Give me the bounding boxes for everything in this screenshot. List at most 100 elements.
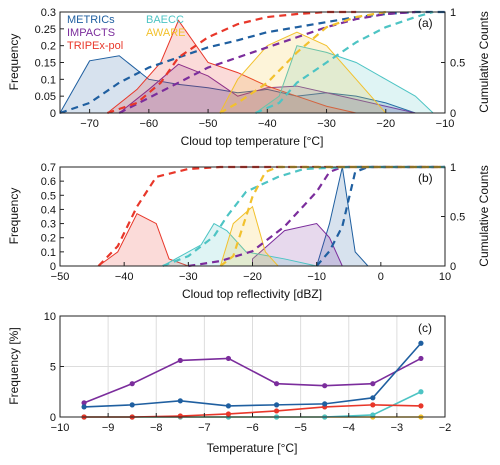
panel-c-point-impacts xyxy=(81,400,87,406)
panel-c-line-impacts xyxy=(83,357,422,404)
panel-c-xtick-label: −9 xyxy=(102,422,115,434)
panel-c-point-metrics xyxy=(225,403,232,409)
panel-a-cumulative-tripex-pol xyxy=(107,10,357,115)
panel-c-ytick-label: 0 xyxy=(50,412,56,424)
panel-c-xtick-label: −7 xyxy=(198,422,211,434)
panel-a-area-tripex-pol xyxy=(105,19,357,114)
panel-c-point-metrics xyxy=(370,395,376,401)
panel-a-ytick-label: 0.3 xyxy=(41,7,56,19)
panel-a-xtick-label: −20 xyxy=(376,118,395,130)
panel-b-ytick-label: 0.5 xyxy=(41,190,56,202)
panel-b-xtick-label: 0 xyxy=(378,271,384,283)
panel-b-axes: −50 −40 −30 −20 −10 0 1000.10.20.30.40.50.60.7… xyxy=(41,162,466,283)
panel-a-y2tick-label: 0 xyxy=(450,108,456,120)
panel-c-point-metrics xyxy=(322,401,328,407)
panel-c-xtick-label: −8 xyxy=(150,422,163,434)
panel-b-y2tick-label: 0 xyxy=(450,261,456,273)
panel-c-point-impacts xyxy=(225,355,232,362)
panel-a-area-baecc xyxy=(253,45,435,114)
legend-entry-baecc: BAECC xyxy=(146,14,184,26)
panel-c-point-impacts xyxy=(418,355,424,362)
panel-c-xtick-label: −3 xyxy=(391,422,404,434)
legend-entry-metrics: METRICs xyxy=(67,14,115,26)
panel-a-cumulative-baecc xyxy=(255,10,434,115)
panel-a-ytick-label: 0.1 xyxy=(41,74,56,86)
panel-c-point-impacts xyxy=(370,381,376,387)
panel-c-point-metrics xyxy=(418,340,424,346)
panel-a-area-metrics xyxy=(59,55,445,114)
panel-a-ytick-label: 0.2 xyxy=(41,41,56,53)
panel-b: −50 −40 −30 −20 −10 0 1000.10.20.30.40.50.60.7… xyxy=(7,162,491,301)
panel-c-point-tripex-pol xyxy=(418,403,424,409)
panel-a-xtick-label: −30 xyxy=(317,118,336,130)
panel-b-y2label: Cumulative Counts xyxy=(477,165,491,266)
panel-b-label: (b) xyxy=(418,171,433,185)
panel-b-ytick-label: 0.1 xyxy=(41,247,56,259)
panel-a-xlabel: Cloud top temperature [°C] xyxy=(181,134,324,148)
panel-c-point-impacts xyxy=(322,383,328,389)
panel-c-axes: −10 −9 −8 −7 −6 −5 −4 −3 −2 0 5 10 xyxy=(44,311,452,434)
panel-c-point-baecc xyxy=(418,389,424,395)
panel-b-xtick-label: −20 xyxy=(243,271,262,283)
panel-c-point-metrics xyxy=(81,404,87,410)
panel-c-xtick-label: −6 xyxy=(246,422,259,434)
panel-c-ytick-label: 10 xyxy=(44,311,56,323)
panel-b-ytick-label: 0 xyxy=(50,261,56,273)
panel-a-xtick-label: −60 xyxy=(140,118,159,130)
panel-b-ytick-label: 0.4 xyxy=(41,204,56,216)
panel-c-point-tripex-pol xyxy=(177,413,183,419)
panel-c-point-metrics xyxy=(273,402,280,408)
panel-c-grid xyxy=(60,316,445,417)
panel-b-y2tick-label: 0.5 xyxy=(450,212,465,224)
panel-a-ytick-label: 0.05 xyxy=(35,91,56,103)
panel-c-xtick-label: −2 xyxy=(439,422,452,434)
panel-b-ytick-label: 0.3 xyxy=(41,219,56,231)
panel-a-y2tick-label: 1 xyxy=(450,7,456,19)
panel-c-point-impacts xyxy=(273,381,280,387)
panel-b-ytick-label: 0.6 xyxy=(41,176,56,188)
panel-b-cumulative-baecc xyxy=(162,165,445,268)
panel-c-ylabel: Frequency [%] xyxy=(7,327,21,404)
panel-a-y2tick-label: 0.5 xyxy=(450,58,465,70)
panel-b-xtick-label: −50 xyxy=(51,271,70,283)
panel-b-ytick-label: 0.2 xyxy=(41,233,56,245)
panel-b-plot-area xyxy=(60,167,445,266)
legend-entry-aware: AWARE xyxy=(146,27,186,39)
panel-a-cumulative-impacts xyxy=(118,10,416,114)
panel-b-xtick-label: −10 xyxy=(307,271,326,283)
panel-c-ytick-label: 5 xyxy=(50,362,56,374)
panel-a-y2label: Cumulative Counts xyxy=(477,11,491,112)
panel-b-ytick-label: 0.7 xyxy=(41,162,56,174)
panel-b-cumulative-aware xyxy=(219,165,445,267)
panel-a-area-aware xyxy=(219,31,387,114)
panel-a-label: (a) xyxy=(418,16,433,30)
panel-b-ylabel: Frequency xyxy=(7,188,21,245)
panel-a-ytick-label: 0.25 xyxy=(35,24,56,36)
panel-b-xtick-label: 10 xyxy=(439,271,451,283)
legend-entry-tripex-pol: TRIPEx-pol xyxy=(67,40,123,52)
panel-c: −10 −9 −8 −7 −6 −5 −4 −3 −2 0 5 10 (c) Temperature … xyxy=(7,311,451,455)
panel-b-xlabel: Cloud top reflectivity [dBZ] xyxy=(182,287,322,301)
panel-c-point-tripex-pol xyxy=(273,408,280,414)
panel-a-series xyxy=(59,10,445,115)
panel-a-ytick-label: 0.15 xyxy=(35,58,56,70)
panel-c-label: (c) xyxy=(418,321,432,335)
panel-c-xtick-label: −10 xyxy=(51,422,70,434)
panel-c-point-tripex-pol xyxy=(370,402,376,408)
panel-c-xlabel: Temperature [°C] xyxy=(207,441,298,455)
panel-b-series xyxy=(96,165,445,268)
panel-a-cumulative-aware xyxy=(219,10,386,114)
panel-a-ytick-label: 0 xyxy=(50,108,56,120)
panel-b-xtick-label: −40 xyxy=(115,271,134,283)
panel-c-point-metrics xyxy=(129,402,135,408)
panel-a-xtick-label: −10 xyxy=(436,118,455,130)
panel-c-point-impacts xyxy=(129,381,135,387)
panel-b-area-baecc xyxy=(162,222,317,267)
panel-a-ylabel: Frequency xyxy=(7,34,21,91)
panel-a-xtick-label: −40 xyxy=(258,118,277,130)
panel-c-point-tripex-pol xyxy=(225,411,232,417)
panel-c-line-metrics xyxy=(84,342,422,408)
